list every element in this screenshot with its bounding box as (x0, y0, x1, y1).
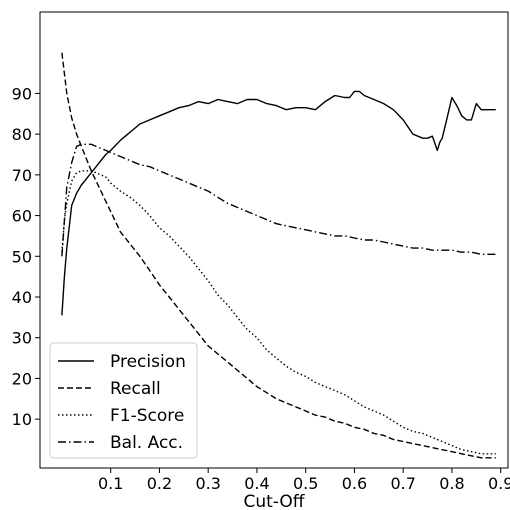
x-axis-title: Cut-Off (243, 492, 305, 510)
legend-label: F1-Score (110, 406, 184, 426)
x-tick-label: 0.2 (147, 474, 172, 493)
series-line-precision (61, 90, 496, 316)
legend-box (49, 342, 198, 459)
y-tick-label: 80 (12, 125, 32, 144)
x-tick-label: 0.5 (293, 474, 318, 493)
x-tick-label: 0.6 (342, 474, 367, 493)
y-tick-label: 40 (12, 288, 32, 307)
x-tick-label: 0.7 (390, 474, 415, 493)
y-axis: 10 20 30 40 50 60 70 80 90 (12, 84, 40, 429)
series-line-recall (61, 52, 496, 459)
y-tick-label: 60 (12, 207, 32, 226)
y-tick-label: 50 (12, 247, 32, 266)
y-tick-label: 70 (12, 166, 32, 185)
legend-label: Precision (110, 352, 186, 372)
y-tick-label: 10 (12, 410, 32, 429)
legend: Precision Recall F1-Score Bal. Acc. (49, 342, 198, 459)
x-tick-label: 0.8 (439, 474, 464, 493)
legend-label: Recall (110, 379, 161, 399)
x-axis: 0.1 0.2 0.3 0.4 0.5 0.6 0.7 0.8 0.9 (98, 468, 510, 493)
legend-label: Bal. Acc. (110, 433, 183, 453)
plot-frame (39, 11, 509, 469)
y-tick-label: 20 (12, 369, 32, 388)
legend-entries: Precision Recall F1-Score Bal. Acc. (58, 352, 186, 453)
x-tick-label: 0.1 (98, 474, 123, 493)
series-line-f1-score (61, 170, 496, 455)
y-tick-label: 90 (12, 84, 32, 103)
x-tick-label: 0.3 (195, 474, 220, 493)
series-lines (61, 52, 496, 459)
y-tick-label: 30 (12, 329, 32, 348)
x-tick-label: 0.4 (244, 474, 269, 493)
x-tick-label: 0.9 (488, 474, 510, 493)
